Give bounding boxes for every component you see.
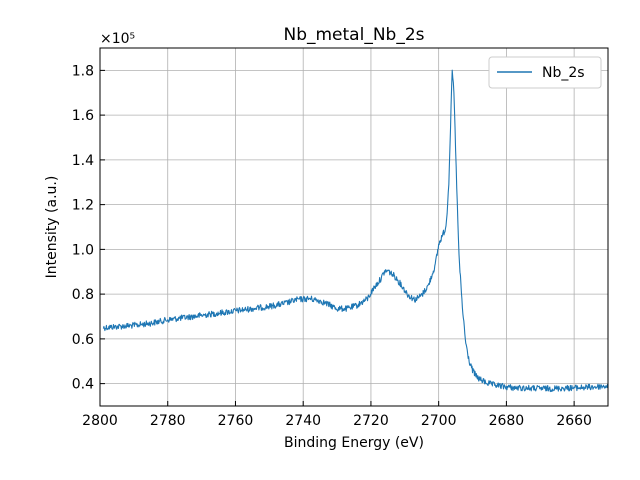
x-tick-label: 2760 xyxy=(218,413,254,429)
x-tick-label: 2800 xyxy=(82,413,118,429)
x-tick-label: 2720 xyxy=(353,413,389,429)
chart-title: Nb_metal_Nb_2s xyxy=(283,25,424,45)
y-tick-label: 1.0 xyxy=(72,242,94,258)
plot-frame xyxy=(99,47,609,407)
grid xyxy=(99,48,608,406)
series-layer xyxy=(102,69,609,393)
y-tick-label: 0.4 xyxy=(72,377,94,393)
y-tick-label: 1.4 xyxy=(72,153,94,169)
y-tick-label: 0.8 xyxy=(72,287,94,303)
legend-box xyxy=(488,56,602,89)
x-tick-label: 2700 xyxy=(421,413,457,429)
y-tick-label: 1.2 xyxy=(72,198,94,214)
x-tick-label: 2780 xyxy=(150,413,186,429)
y-axis-title: Intensity (a.u.) xyxy=(44,176,60,279)
y-tick-label: 1.8 xyxy=(72,63,94,79)
x-tick-label: 2680 xyxy=(489,413,525,429)
x-axis-title: Binding Energy (eV) xyxy=(284,435,424,451)
series-line-nb-2s xyxy=(102,69,609,393)
y-axis-ticks: 0.4 0.6 0.8 1.0 1.2 1.4 1.6 1.8 xyxy=(72,63,105,393)
legend-label-nb-2s: Nb_2s xyxy=(542,65,585,81)
y-tick-label: 0.6 xyxy=(72,332,94,348)
x-tick-label: 2740 xyxy=(285,413,321,429)
y-tick-label: 1.6 xyxy=(72,108,94,124)
y-multiplier-label: ×10⁵ xyxy=(100,31,135,47)
x-tick-label: 2660 xyxy=(556,413,592,429)
legend: Nb_2s xyxy=(488,56,602,89)
x-axis-ticks: 2800 2780 2760 2740 2720 2700 2680 2660 xyxy=(82,401,592,429)
